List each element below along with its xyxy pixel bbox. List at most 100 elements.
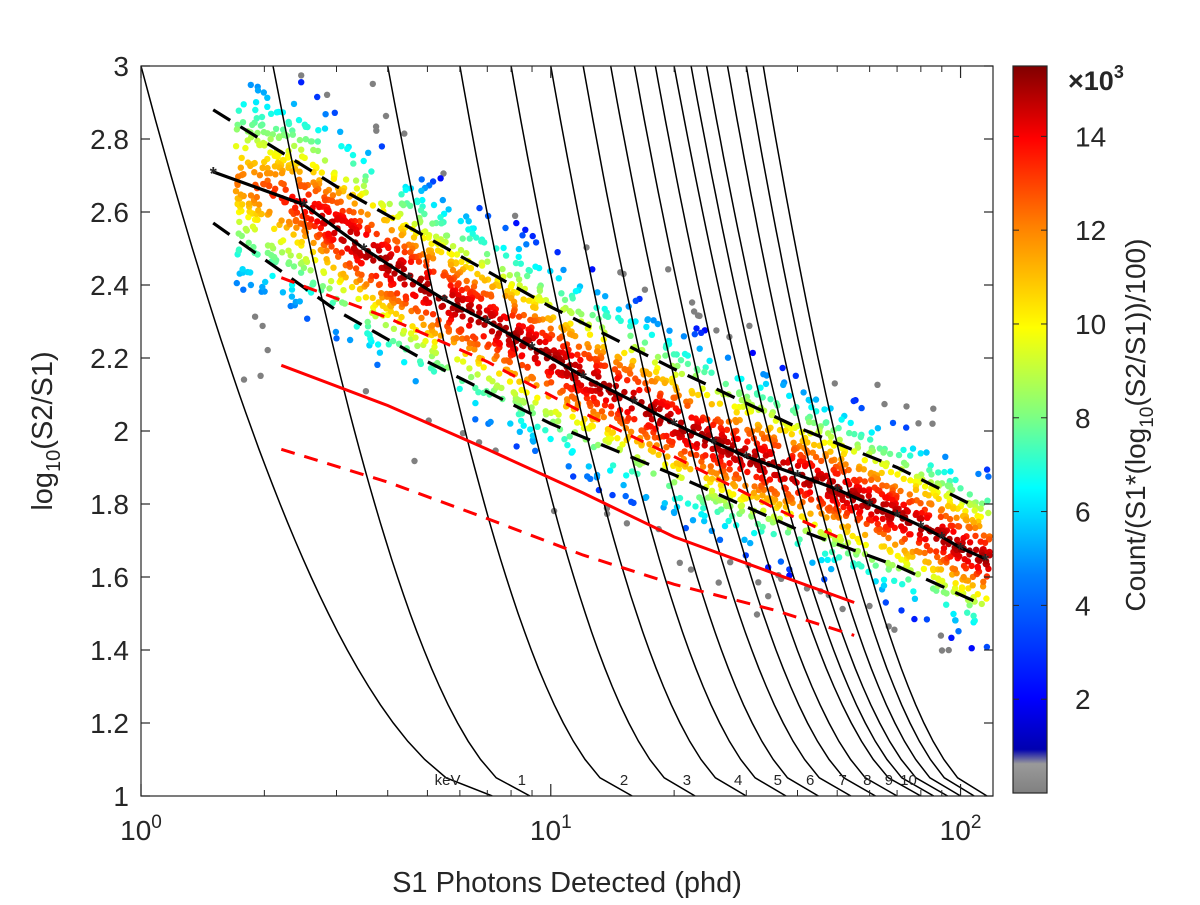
scatter-point (926, 547, 934, 554)
scatter-point (602, 312, 609, 319)
scatter-point (530, 303, 537, 311)
scatter-point (648, 377, 655, 385)
scatter-point (293, 209, 301, 216)
scatter-point (974, 512, 981, 520)
scatter-point (724, 354, 732, 361)
scatter-point (838, 416, 845, 423)
y-axis-label-main: log (27, 472, 59, 511)
scatter-point (574, 351, 581, 358)
scatter-point (717, 482, 725, 489)
scatter-point (905, 576, 912, 583)
scatter-point (741, 536, 748, 543)
scatter-point (310, 239, 317, 247)
scatter-point (835, 424, 842, 432)
scatter-point (264, 346, 271, 354)
band-lower-line (212, 221, 979, 604)
scatter-point (809, 559, 816, 566)
y-axis-label-sub: 10 (43, 450, 65, 472)
scatter-point (447, 276, 455, 284)
scatter-point (948, 634, 955, 641)
scatter-point (822, 419, 829, 427)
scatter-point (386, 200, 393, 208)
scatter-point (484, 258, 491, 265)
scatter-point (466, 235, 473, 242)
scatter-point (845, 466, 852, 474)
energy-contour-label: 5 (774, 772, 782, 789)
scatter-point (807, 510, 814, 517)
scatter-point (891, 626, 898, 633)
scatter-point (911, 595, 919, 602)
scatter-point (290, 100, 298, 108)
y-tick-label: 2 (113, 416, 129, 447)
scatter-point (542, 408, 549, 415)
scatter-point (340, 237, 347, 244)
colorbar-multiplier-exp: 3 (1114, 62, 1124, 82)
scatter-point (425, 234, 432, 241)
scatter-point (882, 599, 889, 606)
scatter-point (621, 388, 628, 396)
scatter-point (730, 480, 737, 488)
scatter-point (628, 468, 636, 475)
centroid-marker: * (484, 314, 491, 334)
scatter-point (709, 453, 717, 460)
scatter-point (907, 531, 914, 538)
scatter-point (529, 437, 536, 444)
scatter-point (301, 154, 308, 162)
scatter-point (944, 502, 952, 510)
energy-contours (141, 66, 988, 796)
scatter-point (861, 478, 868, 485)
scatter-point (304, 315, 311, 322)
scatter-point (872, 562, 879, 569)
scatter-point (433, 233, 440, 240)
scatter-point (983, 595, 990, 602)
scatter-point (333, 335, 340, 342)
scatter-point (951, 566, 959, 573)
centroid-marker: * (957, 540, 964, 560)
scatter-point (278, 249, 286, 256)
scatter-point (933, 535, 940, 542)
scatter-point (652, 368, 660, 376)
energy-contour-line (582, 66, 819, 796)
scatter-point (457, 246, 465, 254)
scatter-point (237, 164, 244, 171)
scatter-point (594, 441, 602, 449)
scatter-point (746, 322, 753, 329)
scatter-point (489, 283, 496, 290)
scatter-point (708, 369, 715, 376)
scatter-point (307, 267, 314, 274)
scatter-point (347, 228, 354, 235)
scatter-point (607, 435, 615, 442)
energy-contour-label: 3 (683, 772, 691, 789)
scatter-point (684, 360, 692, 368)
scatter-point (627, 332, 634, 339)
scatter-point (529, 232, 536, 240)
scatter-point (569, 295, 576, 302)
scatter-point (358, 271, 365, 278)
scatter-point (382, 321, 389, 329)
scatter-point (318, 169, 325, 176)
scatter-point (608, 403, 615, 410)
scatter-point (368, 168, 375, 175)
scatter-point (323, 247, 330, 254)
scatter-point (275, 134, 283, 141)
scatter-point (625, 414, 632, 422)
scatter-point (326, 285, 333, 292)
scatter-point (662, 352, 669, 359)
scatter-point (235, 246, 243, 253)
scatter-point (370, 257, 377, 264)
scatter-point (481, 277, 488, 284)
centroid-marker: * (441, 292, 448, 312)
scatter-point (251, 169, 258, 176)
scatter-point (868, 429, 875, 436)
scatter-point (921, 483, 929, 490)
scatter-point (321, 157, 329, 164)
scatter-point (901, 535, 908, 543)
scatter-point (420, 321, 427, 328)
scatter-point (718, 506, 725, 513)
scatter-point (431, 338, 438, 346)
scatter-point (515, 313, 523, 320)
scatter-point (616, 362, 623, 369)
scatter-point (827, 448, 834, 455)
scatter-point (784, 459, 791, 466)
scatter-point (656, 405, 663, 413)
